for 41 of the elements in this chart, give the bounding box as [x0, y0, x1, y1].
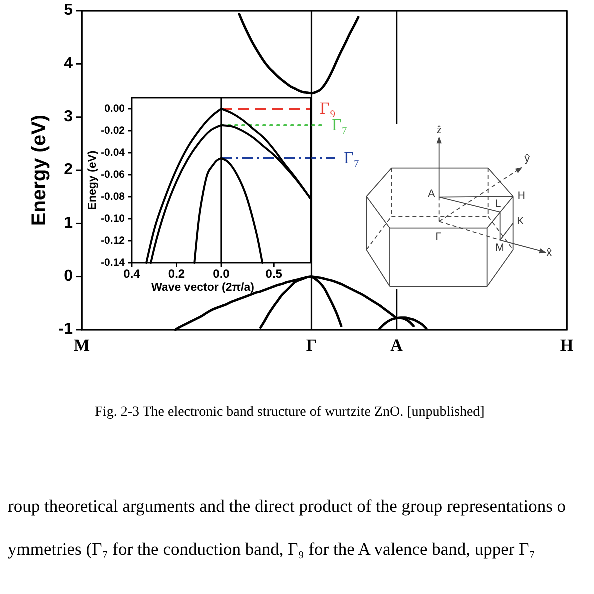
annotation: H	[518, 190, 526, 202]
x-tick-label: 0.2	[168, 267, 186, 281]
x-tick-label: 0.4	[124, 267, 141, 281]
y-tick-label: -0.06	[101, 168, 126, 181]
ref-line-label: Γ₉	[320, 99, 336, 118]
annotation: L	[495, 198, 502, 210]
y-tick-label: -0.12	[101, 234, 126, 247]
annotation: ŷ	[524, 153, 531, 166]
y-tick-label: 0	[64, 268, 74, 286]
y-tick-label: 1	[64, 214, 74, 232]
annotation: ẑ	[436, 124, 442, 136]
caption: Fig. 2-3 The electronic band structure of wurtzite ZnO. [unpublished]	[95, 405, 485, 420]
y-tick-label: -0.10	[101, 212, 126, 225]
y-tick-label: -0.14	[101, 256, 126, 269]
y-tick-label: 3	[64, 108, 74, 126]
y-tick-label: 4	[64, 55, 74, 72]
y-tick-label: -0.02	[101, 124, 126, 137]
y-axis-title: Energy (eV)	[28, 114, 50, 226]
y-tick-label: 0.00	[104, 102, 126, 115]
x-tick-label: 0.5	[266, 267, 283, 281]
annotation: A	[428, 188, 436, 200]
ref-line-label: Γ₇	[344, 148, 360, 168]
text: ymmetries (Γ₇ for the conduction band, Γ₉ for the A valence band, upper Γ₇	[8, 539, 536, 559]
y-tick-label: 2	[64, 162, 74, 179]
annotation: x̂	[546, 247, 553, 260]
y-axis-title: Enegy (eV)	[87, 150, 100, 210]
x-tick-label: M	[74, 336, 90, 355]
annotation: K	[517, 215, 524, 228]
x-tick-label: H	[560, 336, 574, 355]
ref-line-label: Γ₇	[332, 116, 348, 134]
y-tick-label: -1	[58, 321, 74, 338]
x-tick-label: Γ	[306, 336, 318, 355]
x-tick-label: A	[390, 336, 404, 355]
x-tick-label: 0.0	[213, 267, 230, 281]
annotation: Γ	[436, 231, 442, 244]
annotation: M	[496, 242, 504, 254]
y-tick-label: -0.08	[101, 190, 126, 203]
y-tick-label: 5	[64, 2, 74, 20]
text: roup theoretical arguments and the direct product of the group representations o	[8, 496, 566, 516]
y-tick-label: -0.04	[101, 146, 126, 159]
x-axis-title: Wave vector (2π/a)	[152, 282, 255, 294]
